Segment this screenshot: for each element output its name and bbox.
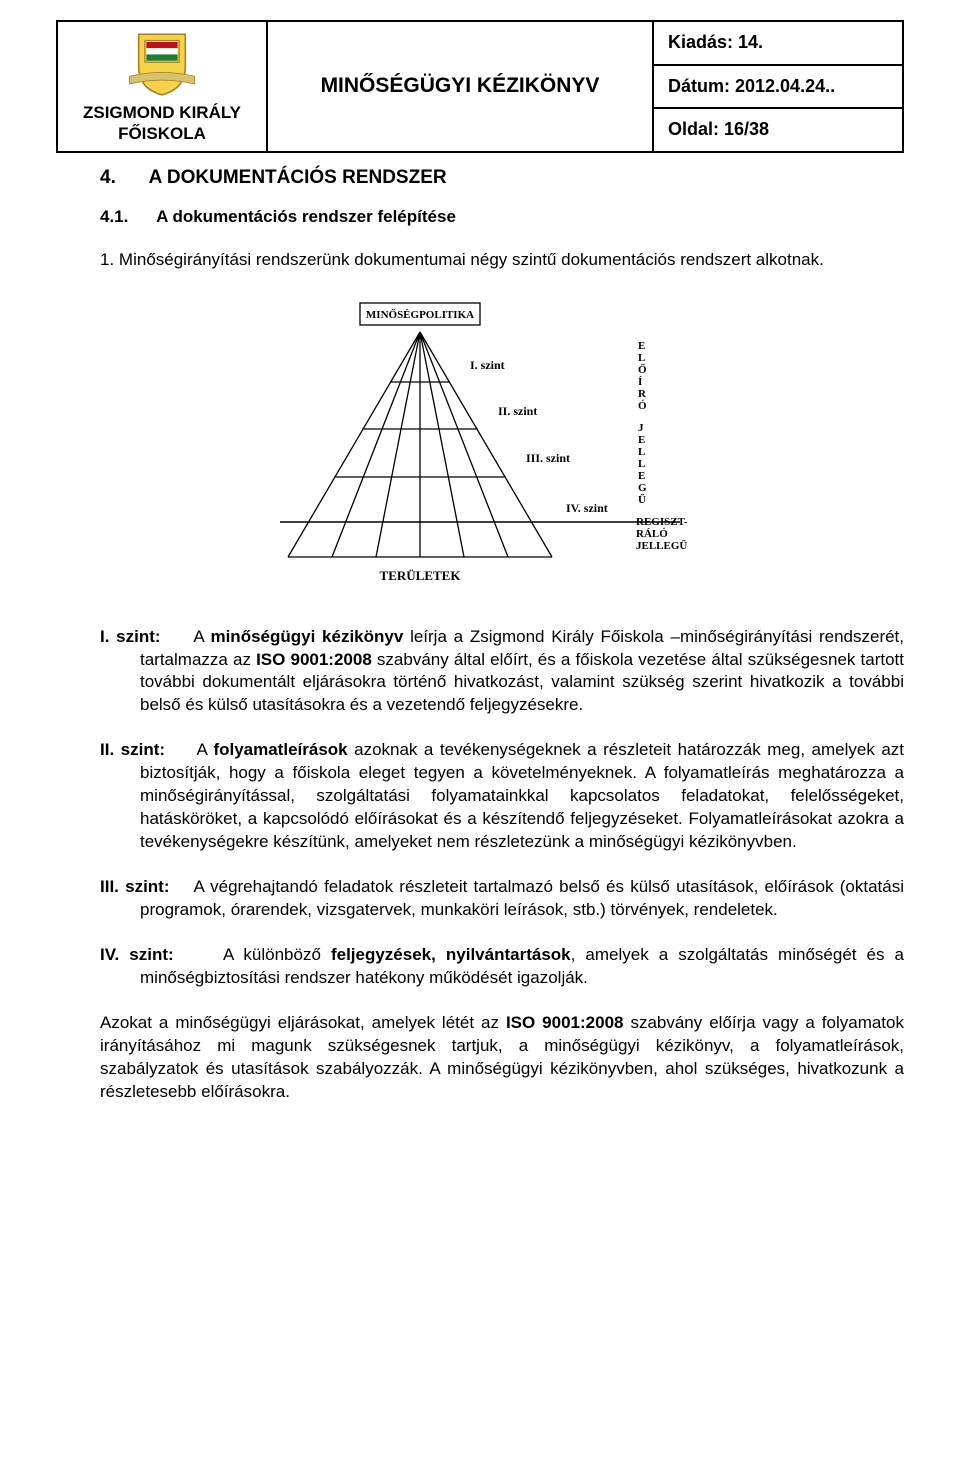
- section-heading: 4. A DOKUMENTÁCIÓS RENDSZER: [100, 167, 904, 189]
- level-2-lead: II. szint:: [100, 740, 165, 759]
- crest-icon: [122, 28, 202, 98]
- section-number: 4.: [100, 167, 144, 189]
- svg-text:RÁLÓ: RÁLÓ: [636, 528, 668, 540]
- header-org-cell: ZSIGMOND KIRÁLY FŐISKOLA: [57, 21, 267, 152]
- pyramid-svg: MINŐSÉGPOLITIKA I. szint II. szint III. …: [220, 297, 740, 587]
- header-page: Oldal: 16/38: [653, 108, 903, 152]
- header-table: ZSIGMOND KIRÁLY FŐISKOLA MINŐSÉGÜGYI KÉZ…: [56, 20, 904, 153]
- svg-text:E: E: [638, 434, 645, 446]
- closing-pre: Azokat a minőségügyi eljárásokat, amelye…: [100, 1013, 506, 1032]
- pyramid-level-1: I. szint: [470, 358, 505, 372]
- svg-text:E: E: [638, 340, 645, 352]
- level-3-lead: III. szint:: [100, 877, 170, 896]
- level-2-pre: A: [197, 740, 214, 759]
- level-4-block: IV. szint: A különböző feljegyzések, nyi…: [100, 944, 904, 990]
- svg-text:JELLEGŰ: JELLEGŰ: [636, 540, 687, 552]
- level-1-block: I. szint: A minőségügyi kézikönyv leírja…: [100, 626, 904, 718]
- intro-number: 1.: [100, 250, 114, 269]
- level-2-bold1: folyamatleírások: [213, 740, 347, 759]
- level-4-lead: IV. szint:: [100, 945, 174, 964]
- svg-text:Ű: Ű: [638, 494, 646, 506]
- pyramid-diagram: MINŐSÉGPOLITIKA I. szint II. szint III. …: [56, 297, 904, 592]
- subsection-number: 4.1.: [100, 207, 152, 227]
- intro-text: Minőségirányítási rendszerünk dokumentum…: [119, 250, 824, 269]
- svg-text:R: R: [638, 388, 647, 400]
- svg-text:J: J: [638, 422, 644, 434]
- svg-text:Ó: Ó: [638, 400, 647, 412]
- header-edition: Kiadás: 14.: [653, 21, 903, 65]
- level-1-text-pre: A: [193, 627, 210, 646]
- svg-text:REGISZT-: REGISZT-: [636, 516, 688, 528]
- pyramid-side-vertical: E L Ő Í R Ó J E L L E G Ű: [638, 340, 647, 506]
- org-name-line2: FŐISKOLA: [118, 123, 206, 144]
- subsection-heading: 4.1. A dokumentációs rendszer felépítése: [100, 207, 904, 227]
- level-3-post: A végrehajtandó feladatok részleteit tar…: [140, 877, 904, 919]
- closing-bold1: ISO 9001:2008: [506, 1013, 624, 1032]
- pyramid-level-2: II. szint: [498, 404, 537, 418]
- svg-text:L: L: [638, 458, 645, 470]
- org-logo-block: ZSIGMOND KIRÁLY FŐISKOLA: [68, 28, 256, 145]
- section-title: A DOKUMENTÁCIÓS RENDSZER: [149, 167, 447, 188]
- subsection-title: A dokumentációs rendszer felépítése: [156, 207, 456, 226]
- pyramid-top-label: MINŐSÉGPOLITIKA: [366, 309, 474, 321]
- level-1-bold1: minőségügyi kézikönyv: [210, 627, 403, 646]
- level-4-bold1: feljegyzések, nyilvántartások: [331, 945, 571, 964]
- closing-block: Azokat a minőségügyi eljárásokat, amelye…: [100, 1012, 904, 1104]
- svg-text:L: L: [638, 352, 645, 364]
- svg-text:G: G: [638, 482, 647, 494]
- org-name-line1: ZSIGMOND KIRÁLY: [83, 102, 241, 123]
- level-2-block: II. szint: A folyamatleírások azoknak a …: [100, 739, 904, 854]
- svg-text:Ő: Ő: [638, 364, 647, 376]
- pyramid-level-3: III. szint: [526, 451, 570, 465]
- header-date: Dátum: 2012.04.24..: [653, 65, 903, 109]
- pyramid-level-4: IV. szint: [566, 501, 608, 515]
- pyramid-bottom-label: TERÜLETEK: [380, 568, 462, 583]
- pyramid-side-block: REGISZT- RÁLÓ JELLEGŰ: [636, 516, 688, 552]
- intro-paragraph: 1. Minőségirányítási rendszerünk dokumen…: [100, 249, 904, 271]
- level-3-block: III. szint: A végrehajtandó feladatok ré…: [100, 876, 904, 922]
- svg-text:L: L: [638, 446, 645, 458]
- level-1-bold2: ISO 9001:2008: [256, 650, 372, 669]
- page: ZSIGMOND KIRÁLY FŐISKOLA MINŐSÉGÜGYI KÉZ…: [0, 0, 960, 1166]
- svg-text:Í: Í: [638, 376, 642, 388]
- header-title: MINŐSÉGÜGYI KÉZIKÖNYV: [267, 21, 653, 152]
- level-1-lead: I. szint:: [100, 627, 161, 646]
- level-4-pre: A különböző: [223, 945, 331, 964]
- svg-text:E: E: [638, 470, 645, 482]
